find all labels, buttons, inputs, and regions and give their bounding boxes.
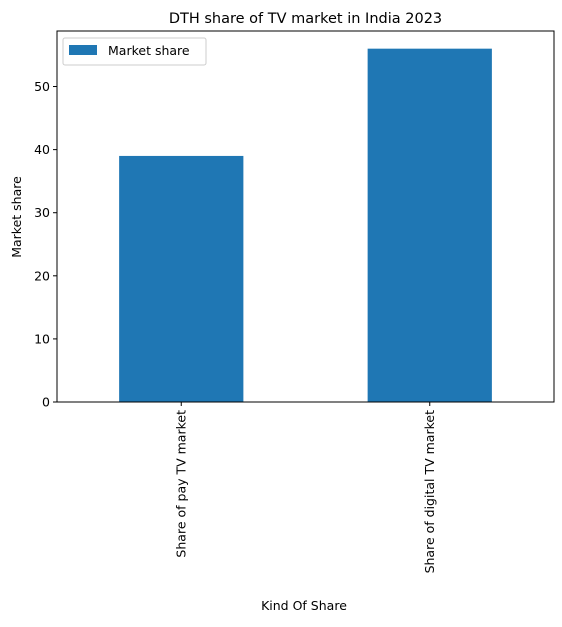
plot-frame [56, 30, 555, 403]
bar-1 [367, 48, 492, 403]
y-tick-label-2: 20 [34, 268, 50, 283]
chart-title: DTH share of TV market in India 2023 [169, 11, 442, 27]
bars-layer [119, 48, 492, 403]
y-tick-label-5: 50 [34, 79, 50, 94]
legend-box [62, 37, 207, 66]
legend: Market share [62, 37, 207, 66]
y-tick-label-4: 40 [34, 142, 50, 157]
y-tick-label-1: 10 [34, 331, 50, 346]
y-axis-label: Market share [9, 176, 24, 258]
x-axis-label: Kind Of Share [261, 598, 347, 613]
y-tick-label-3: 30 [34, 205, 50, 220]
x-axis-ticks: Share of pay TV market Share of digital T… [173, 402, 437, 573]
x-tick-label-0: Share of pay TV market [173, 410, 188, 558]
y-axis-ticks: 0 10 20 30 40 50 [34, 79, 57, 410]
bar-0 [119, 155, 244, 402]
y-tick-label-0: 0 [42, 395, 50, 410]
legend-swatch [69, 45, 97, 55]
x-tick-label-1: Share of digital TV market [422, 410, 437, 574]
legend-label: Market share [108, 43, 190, 58]
